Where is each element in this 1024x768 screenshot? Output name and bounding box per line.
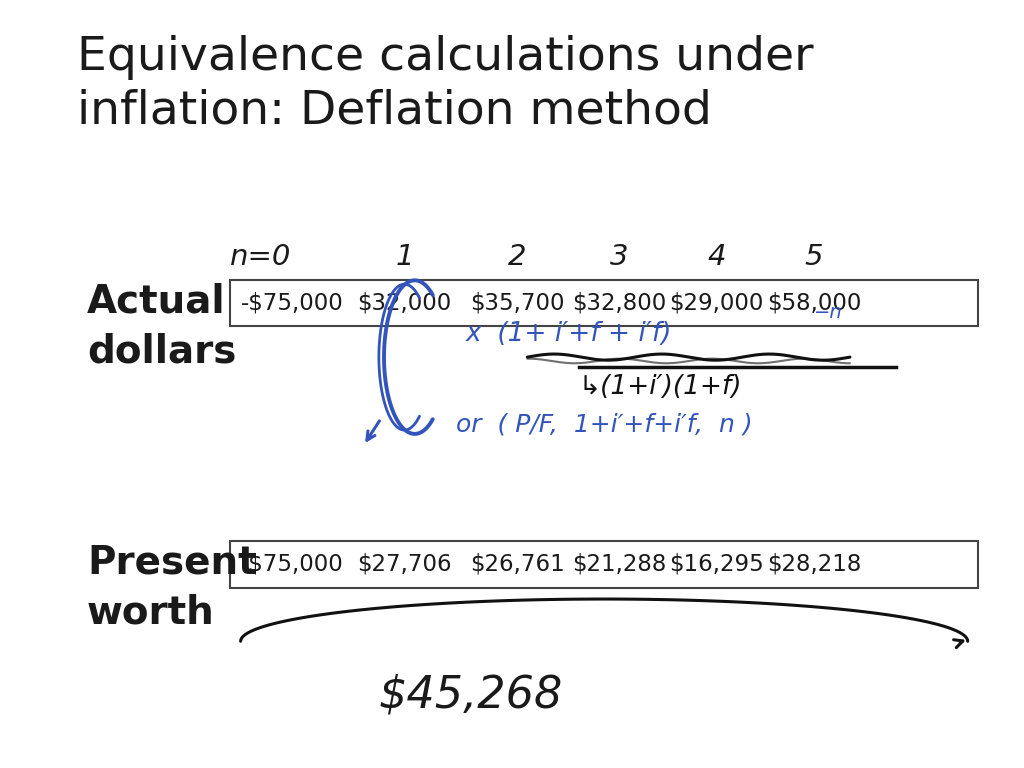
Text: $35,700: $35,700 — [470, 292, 564, 315]
Text: $16,295: $16,295 — [670, 553, 764, 576]
Text: $26,761: $26,761 — [470, 553, 564, 576]
Text: or  ( P/F,  1+i′+f+i′f,  n ): or ( P/F, 1+i′+f+i′f, n ) — [456, 412, 753, 437]
Text: -$75,000: -$75,000 — [241, 292, 343, 315]
Text: Present
worth: Present worth — [87, 544, 257, 631]
Text: 1: 1 — [395, 243, 414, 271]
Text: ↳(1+i′)(1+f): ↳(1+i′)(1+f) — [579, 374, 742, 400]
Bar — [230, 280, 978, 326]
Text: −n: −n — [814, 303, 843, 322]
Text: $27,706: $27,706 — [357, 553, 452, 576]
Text: $32,000: $32,000 — [357, 292, 452, 315]
Text: x  (1+ i′+f + i′f): x (1+ i′+f + i′f) — [466, 321, 673, 347]
Text: $45,268: $45,268 — [379, 674, 563, 717]
Text: Equivalence calculations under
inflation: Deflation method: Equivalence calculations under inflation… — [77, 35, 813, 134]
Bar — [230, 541, 978, 588]
Text: $58,000: $58,000 — [767, 292, 861, 315]
Text: $21,288: $21,288 — [572, 553, 667, 576]
Text: Actual
dollars: Actual dollars — [87, 283, 237, 370]
Text: $32,800: $32,800 — [572, 292, 667, 315]
Text: 4: 4 — [708, 243, 726, 271]
Text: $29,000: $29,000 — [670, 292, 764, 315]
Text: 5: 5 — [805, 243, 823, 271]
Text: 2: 2 — [508, 243, 526, 271]
Text: 3: 3 — [610, 243, 629, 271]
Text: $28,218: $28,218 — [767, 553, 861, 576]
Text: -$75,000: -$75,000 — [241, 553, 343, 576]
Text: n=0: n=0 — [230, 243, 292, 271]
